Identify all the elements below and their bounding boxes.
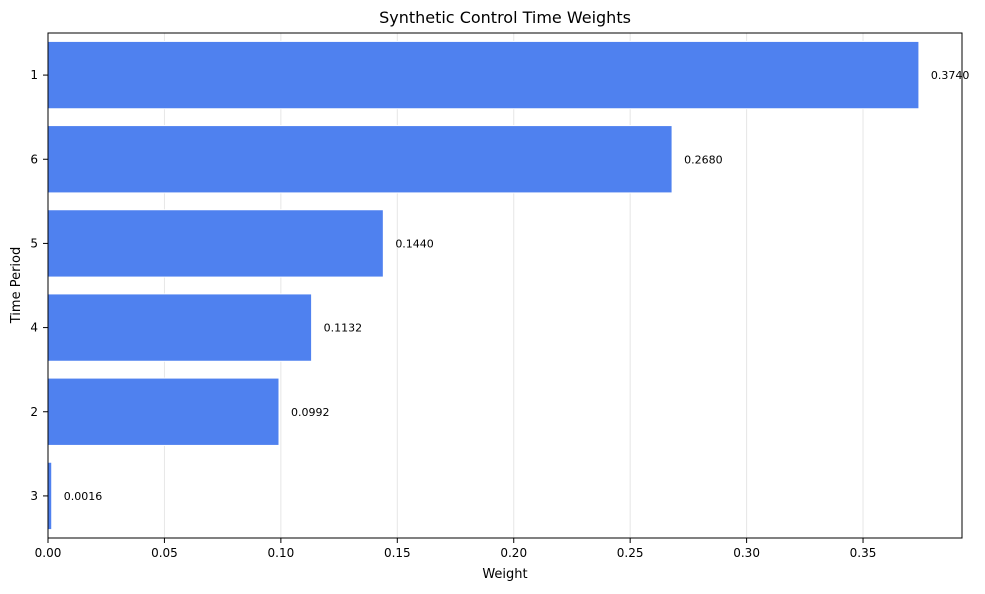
grid-layer	[47, 33, 864, 538]
x-axis-label: Weight	[482, 567, 527, 582]
x-tick-label: 0.30	[733, 546, 760, 560]
y-tick-label: 6	[30, 152, 38, 166]
value-label: 0.1440	[395, 237, 434, 250]
y-tick-label: 1	[30, 68, 38, 82]
y-axis-label: Time Period	[9, 247, 24, 324]
bar	[47, 377, 280, 446]
value-label: 0.2680	[684, 153, 723, 166]
value-label: 0.0016	[64, 490, 103, 503]
bar	[47, 293, 313, 362]
x-tick-label: 0.15	[384, 546, 411, 560]
bar	[47, 125, 673, 194]
plot-frame	[47, 32, 963, 539]
x-tick-label: 0.20	[500, 546, 527, 560]
y-tick-label: 2	[30, 405, 38, 419]
bar	[47, 40, 920, 110]
y-tick-label: 3	[30, 489, 38, 503]
x-tick-label: 0.25	[617, 546, 644, 560]
value-label: 0.1132	[324, 322, 363, 335]
y-tick-layer: 1 6 5 4 2 3	[30, 68, 48, 503]
x-tick-label: 0.35	[850, 546, 877, 560]
value-label: 0.3740	[931, 69, 970, 82]
bar	[47, 209, 384, 278]
chart-title: Synthetic Control Time Weights	[379, 8, 631, 27]
x-tick-label: 0.10	[268, 546, 295, 560]
x-tick-label: 0.00	[35, 546, 62, 560]
value-label-layer: 0.3740 0.2680 0.1440 0.1132 0.0992 0.0016	[64, 69, 970, 503]
y-tick-label: 4	[30, 321, 38, 335]
bar	[47, 461, 53, 531]
x-tick-layer: 0.00 0.05 0.10 0.15 0.20 0.25 0.30 0.35	[35, 538, 877, 560]
value-label: 0.0992	[291, 406, 330, 419]
y-tick-label: 5	[30, 236, 38, 250]
bar-layer	[47, 40, 920, 531]
x-tick-label: 0.05	[151, 546, 178, 560]
